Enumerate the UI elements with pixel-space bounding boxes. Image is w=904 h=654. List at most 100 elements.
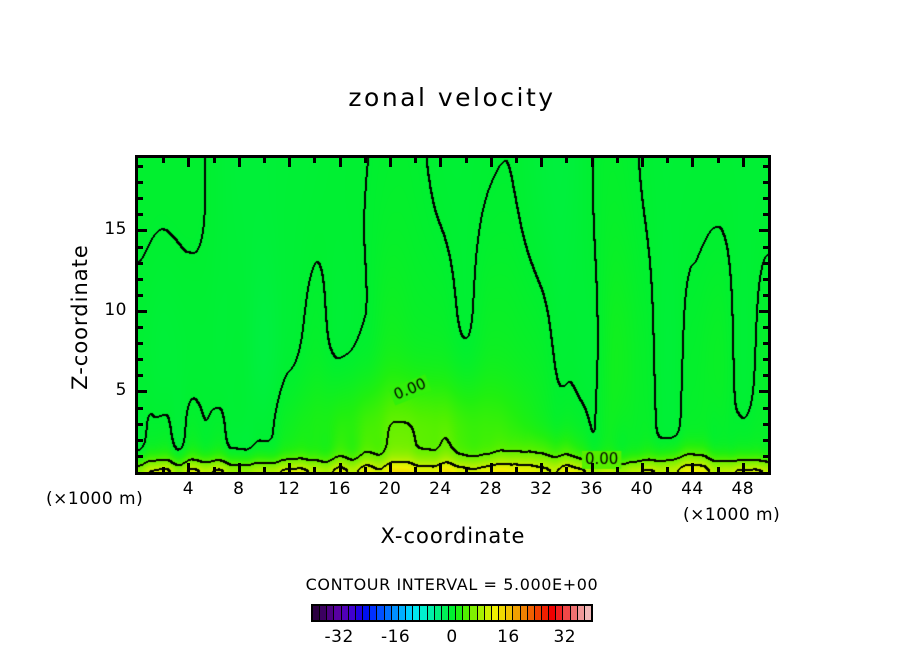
y-axis-title: Z-coordinate bbox=[68, 244, 92, 390]
x-tick-bottom bbox=[691, 463, 694, 472]
x-tick-bottom bbox=[238, 463, 241, 472]
colorbar-swatch bbox=[542, 606, 550, 620]
x-tick-label: 44 bbox=[681, 479, 704, 499]
colorbar-swatch bbox=[320, 606, 328, 620]
colorbar-swatch bbox=[391, 606, 399, 620]
x-tick-bottom bbox=[742, 463, 745, 472]
colorbar-swatch bbox=[377, 606, 385, 620]
y-tick-right bbox=[763, 455, 768, 458]
colorbar-swatch bbox=[491, 606, 500, 620]
x-tick-bottom bbox=[666, 467, 669, 472]
y-tick-left bbox=[138, 229, 147, 232]
y-tick-left bbox=[138, 165, 143, 168]
y-tick-left bbox=[138, 262, 143, 265]
x-tick-bottom bbox=[565, 467, 568, 472]
x-axis-title: X-coordinate bbox=[380, 524, 526, 548]
colorbar-swatch bbox=[313, 606, 321, 620]
x-tick-bottom bbox=[339, 463, 342, 472]
colorbar-swatch bbox=[384, 606, 392, 620]
x-tick-bottom bbox=[515, 467, 518, 472]
colorbar-swatch bbox=[520, 606, 528, 620]
y-tick-right bbox=[763, 278, 768, 281]
y-tick-left bbox=[138, 326, 143, 329]
colorbar-swatch bbox=[420, 606, 428, 620]
x-tick-bottom bbox=[540, 463, 543, 472]
y-tick-right bbox=[763, 358, 768, 361]
x-tick-bottom bbox=[389, 463, 392, 472]
y-tick-right bbox=[759, 229, 768, 232]
x-tick-label: 20 bbox=[378, 479, 402, 499]
y-tick-right bbox=[763, 165, 768, 168]
x-tick-top bbox=[616, 158, 619, 163]
y-tick-right bbox=[763, 181, 768, 184]
colorbar bbox=[311, 604, 593, 622]
x-tick-top bbox=[339, 158, 342, 167]
y-tick-left bbox=[138, 213, 143, 216]
x-tick-bottom bbox=[490, 463, 493, 472]
x-tick-bottom bbox=[263, 467, 266, 472]
colorbar-swatch bbox=[527, 606, 535, 620]
y-tick-left bbox=[138, 439, 143, 442]
x-tick-bottom bbox=[439, 463, 442, 472]
x-tick-label: 12 bbox=[277, 479, 301, 499]
colorbar-swatch bbox=[577, 606, 585, 620]
y-tick-left bbox=[138, 294, 143, 297]
x-tick-bottom bbox=[313, 467, 316, 472]
colorbar-caption: CONTOUR INTERVAL = 5.000E+00 bbox=[305, 575, 599, 594]
x-tick-top bbox=[162, 158, 165, 163]
y-tick-left bbox=[138, 181, 143, 184]
x-tick-top bbox=[213, 158, 216, 163]
x-tick-label: 16 bbox=[328, 479, 351, 499]
x-tick-top bbox=[389, 158, 392, 167]
colorbar-swatch bbox=[427, 606, 435, 620]
colorbar-tick-label: 32 bbox=[553, 627, 577, 647]
x-tick-top bbox=[641, 158, 644, 167]
x-tick-top bbox=[540, 158, 543, 167]
y-tick-left bbox=[138, 358, 143, 361]
x-tick-bottom bbox=[213, 467, 216, 472]
colorbar-swatch bbox=[534, 606, 542, 620]
colorbar-tick-label: -16 bbox=[380, 627, 411, 647]
colorbar-swatch bbox=[556, 606, 564, 620]
contour-field bbox=[138, 158, 768, 472]
y-tick-right bbox=[763, 439, 768, 442]
y-tick-right bbox=[763, 197, 768, 200]
x-tick-label: 48 bbox=[731, 479, 755, 499]
x-tick-top bbox=[465, 158, 468, 163]
x-tick-bottom bbox=[591, 463, 594, 472]
x-tick-bottom bbox=[616, 467, 619, 472]
colorbar-swatch bbox=[341, 606, 349, 620]
x-tick-top bbox=[364, 158, 367, 163]
y-tick-right bbox=[763, 342, 768, 345]
y-tick-right bbox=[763, 423, 768, 426]
x-tick-top bbox=[263, 158, 266, 163]
y-tick-left bbox=[138, 246, 143, 249]
colorbar-swatch bbox=[434, 606, 442, 620]
colorbar-swatch bbox=[448, 606, 457, 620]
x-tick-top bbox=[414, 158, 417, 163]
plot-area bbox=[135, 155, 771, 475]
x-tick-bottom bbox=[641, 463, 644, 472]
y-tick-right bbox=[759, 390, 768, 393]
y-tick-left bbox=[138, 455, 143, 458]
x-tick-label: 28 bbox=[479, 479, 503, 499]
colorbar-tick-label: 16 bbox=[497, 627, 520, 647]
x-tick-label: 32 bbox=[529, 479, 553, 499]
x-tick-top bbox=[565, 158, 568, 163]
colorbar-swatch bbox=[484, 606, 492, 620]
colorbar-swatch bbox=[463, 606, 471, 620]
x-tick-label: 36 bbox=[580, 479, 603, 499]
colorbar-swatch bbox=[456, 606, 464, 620]
x-tick-bottom bbox=[717, 467, 720, 472]
x-tick-top bbox=[515, 158, 518, 163]
colorbar-swatch bbox=[441, 606, 449, 620]
colorbar-swatch bbox=[370, 606, 378, 620]
colorbar-swatch bbox=[477, 606, 485, 620]
y-tick-right bbox=[759, 310, 768, 313]
x-tick-bottom bbox=[162, 467, 165, 472]
x-tick-top bbox=[691, 158, 694, 167]
x-tick-bottom bbox=[364, 467, 367, 472]
y-axis-unit: (×1000 m) bbox=[46, 489, 144, 509]
x-tick-top bbox=[313, 158, 316, 163]
